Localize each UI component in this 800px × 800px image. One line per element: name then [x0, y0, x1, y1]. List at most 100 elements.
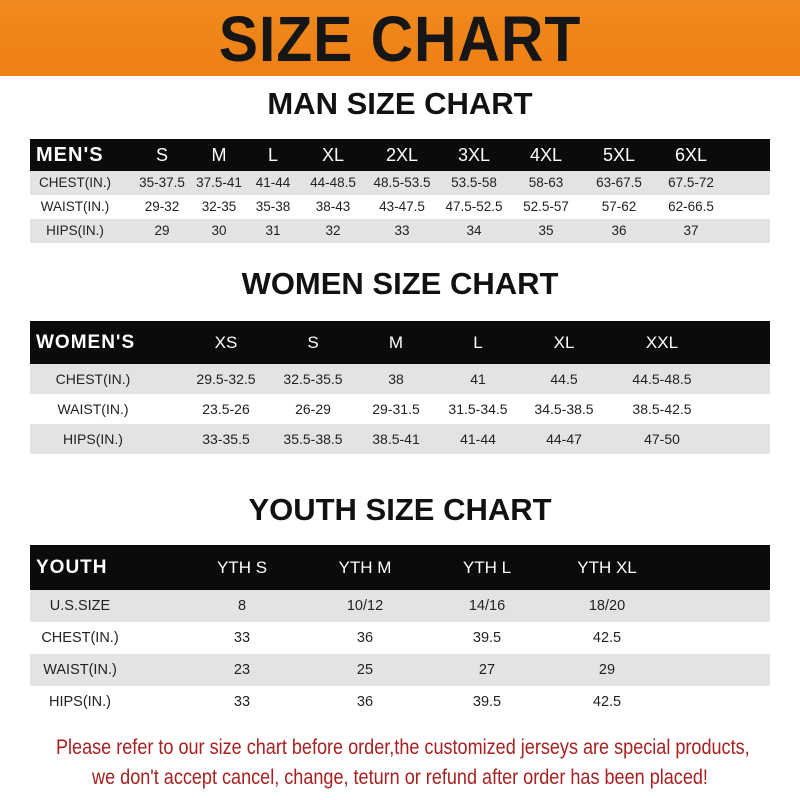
table-cell: 29-32	[144, 199, 180, 214]
size-header: XL	[321, 145, 345, 165]
table-cell: 41	[470, 371, 486, 387]
table-cell: 8	[237, 598, 247, 614]
table-row: HIPS(IN.) 33-35.5 35.5-38.5 38.5-41 41-44 44-…	[30, 424, 770, 454]
table-cell: 25	[356, 662, 374, 678]
table-cell: 41-44	[460, 431, 496, 447]
table-cell: 38	[388, 371, 404, 387]
table-cell: 36	[356, 694, 374, 710]
row-label: HIPS(IN.)	[48, 694, 112, 710]
table-cell: 37	[683, 223, 699, 238]
table-cell: 44-47	[546, 431, 582, 447]
table-cell: 62-66.5	[668, 199, 714, 214]
table-cell: 18/20	[588, 598, 626, 614]
table-cell: 29.5-32.5	[196, 371, 256, 387]
table-row: CHEST(IN.) 35-37.5 37.5-41 41-44 44-48.5 48.5…	[30, 171, 770, 195]
row-label: HIPS(IN.)	[46, 223, 104, 238]
row-label: CHEST(IN.)	[41, 630, 119, 646]
table-cell: 33-35.5	[202, 431, 250, 447]
table-cell: 34	[466, 223, 482, 238]
table-cell: 35	[538, 223, 554, 238]
table-cell: 39.5	[472, 694, 502, 710]
table-cell: 39.5	[472, 630, 502, 646]
table-cell: 57-62	[601, 199, 637, 214]
size-header: 3XL	[457, 145, 491, 165]
size-header: YTH S	[216, 558, 268, 577]
size-header: YTH XL	[577, 558, 637, 577]
table-cell: 33	[394, 223, 410, 238]
table-header: WOMEN'S XS S M L XL XXL	[30, 321, 770, 364]
men-section-title: MAN SIZE CHART	[267, 86, 533, 121]
table-row: U.S.SIZE 8 10/12 14/16 18/20	[30, 590, 770, 622]
table-cell: 47.5-52.5	[445, 199, 503, 214]
size-header: 2XL	[385, 145, 419, 165]
size-header: S	[307, 333, 319, 352]
table-cell: 37.5-41	[196, 175, 242, 190]
table-cell: 23	[233, 662, 251, 678]
footer-notice-line2: we don't accept cancel, change, teturn o…	[92, 766, 708, 789]
table-cell: 38.5-41	[372, 431, 420, 447]
table-cell: 23.5-26	[202, 401, 250, 417]
table-cell: 33	[233, 630, 251, 646]
table-cell: 44.5-48.5	[632, 371, 692, 387]
table-cell: 58-63	[528, 175, 564, 190]
table-cell: 44.5	[550, 371, 578, 387]
table-cell: 47-50	[644, 431, 680, 447]
table-row: WAIST(IN.) 23.5-26 26-29 29-31.5 31.5-34.5 34…	[30, 394, 770, 424]
size-header: YTH L	[462, 558, 512, 577]
table-cell: 53.5-58	[451, 175, 497, 190]
size-header: XL	[553, 333, 575, 352]
row-label: U.S.SIZE	[49, 598, 111, 614]
size-header: L	[267, 145, 279, 165]
table-cell: 30	[211, 223, 227, 238]
table-row: CHEST(IN.) 33 36 39.5 42.5	[30, 622, 770, 654]
table-cell: 38-43	[315, 199, 351, 214]
table-cell: 31.5-34.5	[448, 401, 508, 417]
table-cell: 32	[325, 223, 341, 238]
banner: SIZE CHART	[0, 0, 800, 76]
table-row: CHEST(IN.) 29.5-32.5 32.5-35.5 38 41 44.5 44.5…	[30, 364, 770, 394]
header-label: YOUTH	[36, 557, 108, 578]
table-cell: 35-37.5	[139, 175, 185, 190]
table-cell: 48.5-53.5	[373, 175, 431, 190]
table-cell: 43-47.5	[379, 199, 425, 214]
table-cell: 38.5-42.5	[632, 401, 692, 417]
table-cell: 41-44	[255, 175, 291, 190]
table-row: WAIST(IN.) 23 25 27 29	[30, 654, 770, 686]
size-header: 4XL	[529, 145, 563, 165]
table-cell: 67.5-72	[668, 175, 714, 190]
table-cell: 14/16	[468, 598, 506, 614]
size-header: XXL	[645, 333, 679, 352]
table-cell: 29	[154, 223, 170, 238]
size-header: S	[155, 145, 169, 165]
row-label: CHEST(IN.)	[55, 371, 131, 387]
header-label: MEN'S	[36, 144, 104, 166]
size-header: 6XL	[674, 145, 708, 165]
table-cell: 27	[478, 662, 496, 678]
table-cell: 32-35	[201, 199, 237, 214]
size-header: XS	[214, 333, 238, 352]
women-section-title: WOMEN SIZE CHART	[241, 266, 559, 301]
table-cell: 36	[356, 630, 374, 646]
size-header: YTH M	[338, 558, 392, 577]
size-header: M	[211, 145, 227, 165]
row-label: WAIST(IN.)	[43, 662, 117, 678]
banner-title: SIZE CHART	[218, 3, 582, 75]
table-cell: 31	[265, 223, 281, 238]
youth-section-title: YOUTH SIZE CHART	[248, 492, 552, 527]
table-cell: 63-67.5	[596, 175, 642, 190]
table-cell: 52.5-57	[523, 199, 569, 214]
row-label: WAIST(IN.)	[40, 199, 110, 214]
table-cell: 44-48.5	[310, 175, 356, 190]
size-header: 5XL	[602, 145, 636, 165]
table-cell: 26-29	[295, 401, 331, 417]
table-cell: 35.5-38.5	[283, 431, 343, 447]
table-header: YOUTH YTH S YTH M YTH L YTH XL	[30, 545, 770, 590]
row-label: CHEST(IN.)	[39, 175, 111, 190]
table-cell: 32.5-35.5	[283, 371, 343, 387]
table-cell: 42.5	[592, 630, 622, 646]
header-label: WOMEN'S	[36, 332, 136, 353]
table-header: MEN'S S M L XL 2XL 3XL 4XL 5XL 6XL	[30, 139, 770, 171]
table-cell: 35-38	[255, 199, 291, 214]
table-cell: 36	[611, 223, 627, 238]
table-row: HIPS(IN.) 29 30 31 32 33 34 35 36 37	[30, 219, 770, 243]
